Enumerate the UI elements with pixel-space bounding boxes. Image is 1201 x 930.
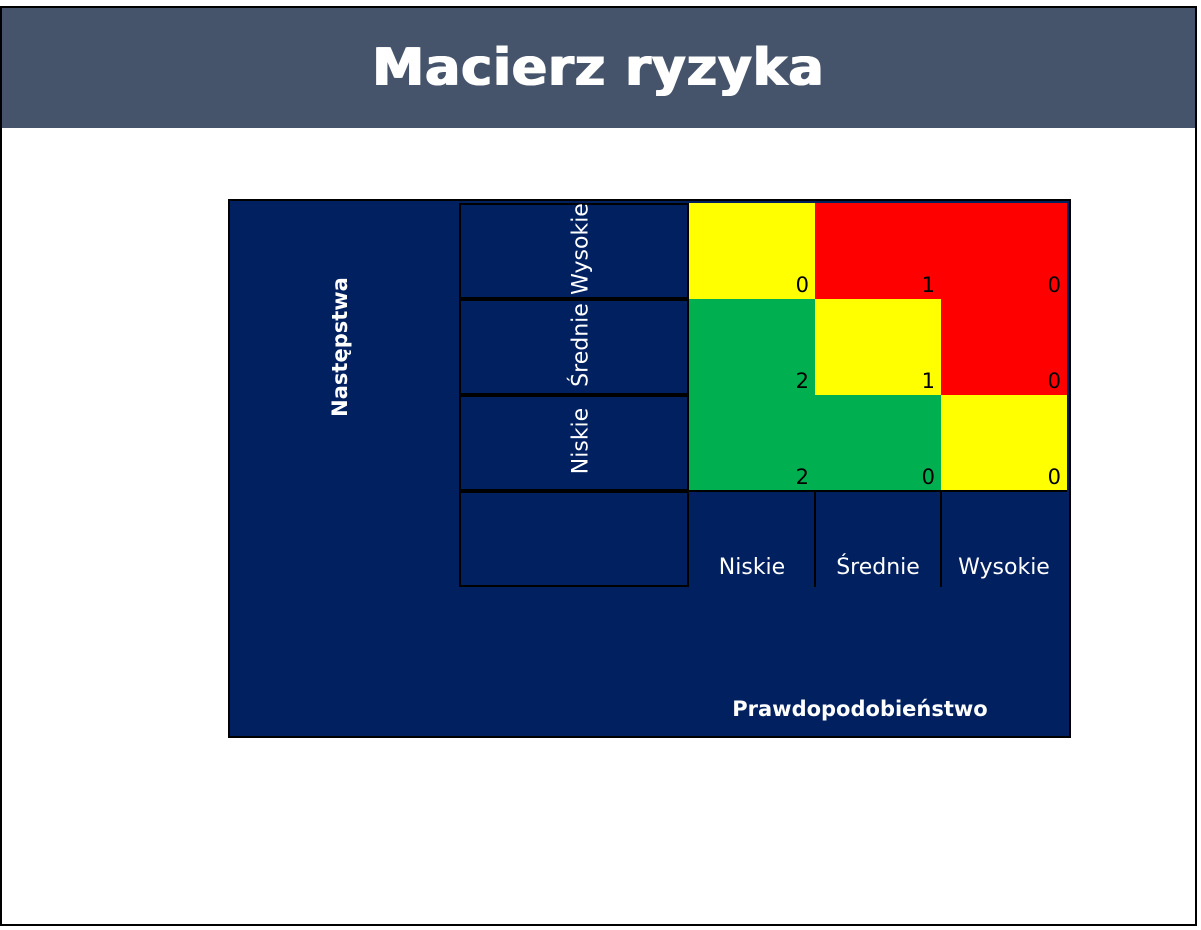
risk-matrix: Następstwa Prawdopodobieństwo Wysokie 0 1 0… — [228, 199, 1071, 738]
page-title: Macierz ryzyka — [372, 38, 825, 98]
slide: Macierz ryzyka Następstwa Prawdopodobień… — [0, 6, 1197, 926]
row-label: Średnie — [568, 303, 594, 387]
cell-value: 0 — [1047, 273, 1061, 297]
matrix-cell: 1 — [815, 299, 941, 395]
row-label: Niskie — [568, 407, 594, 475]
title-bar: Macierz ryzyka — [2, 8, 1195, 128]
column-divider — [814, 491, 816, 587]
column-divider — [940, 491, 942, 587]
row-header-box — [459, 299, 689, 395]
column-label: Niskie — [718, 555, 786, 580]
cell-value: 0 — [1047, 369, 1061, 393]
matrix-cell: 0 — [815, 395, 941, 491]
corner-header-box — [459, 491, 689, 587]
cell-value: 2 — [795, 465, 809, 489]
cell-value: 2 — [795, 369, 809, 393]
column-label: Średnie — [836, 555, 920, 580]
matrix-cell: 0 — [941, 299, 1067, 395]
matrix-cell: 2 — [689, 395, 815, 491]
y-axis-label: Następstwa — [328, 277, 352, 417]
matrix-cell: 0 — [689, 203, 815, 299]
column-label: Wysokie — [958, 555, 1050, 580]
cell-value: 1 — [921, 273, 935, 297]
row-label: Wysokie — [568, 203, 594, 295]
cell-value: 0 — [921, 465, 935, 489]
cell-value: 1 — [921, 369, 935, 393]
cell-value: 0 — [795, 273, 809, 297]
matrix-cell: 0 — [941, 395, 1067, 491]
cell-value: 0 — [1047, 465, 1061, 489]
row-header-box — [459, 395, 689, 491]
row-header-box — [459, 203, 689, 299]
matrix-cell: 1 — [815, 203, 941, 299]
x-axis-label: Prawdopodobieństwo — [732, 697, 988, 721]
matrix-cell: 0 — [941, 203, 1067, 299]
matrix-cell: 2 — [689, 299, 815, 395]
grid-bottom-line — [689, 490, 1067, 492]
